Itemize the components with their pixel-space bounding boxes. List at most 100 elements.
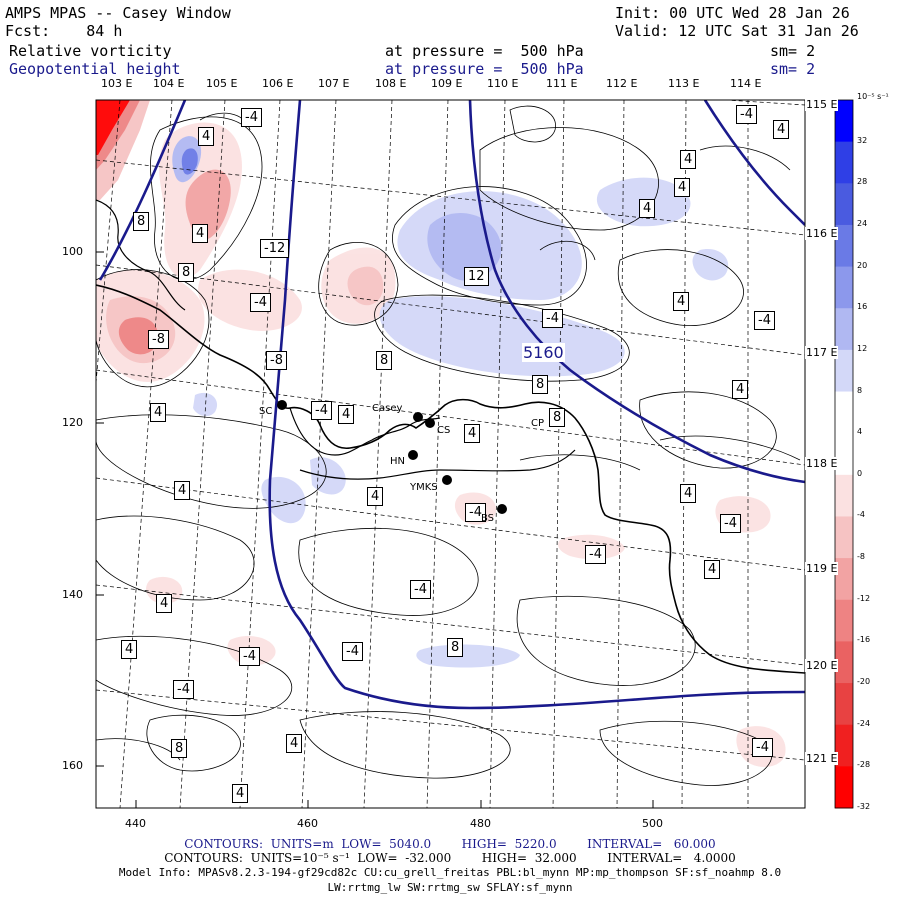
lon-label: 110 E [487,77,519,90]
colorbar-swatch [835,141,853,184]
field-geopotential: Geopotential height [9,60,181,78]
vorticity-contours [96,105,801,786]
contour-value-label: 4 [198,127,215,146]
contour-value-label: -8 [266,351,287,370]
colorbar [835,100,853,809]
contour-value-label: -4 [241,108,262,127]
lat-label: 117 E [805,346,839,359]
colorbar-swatch [835,183,853,226]
coastline [96,284,805,674]
station-label-cs: CS [437,425,451,436]
contour-value-label: 4 [680,484,697,503]
lat-label: 121 E [805,752,839,765]
footer-model-info-2: LW:rrtmg_lw SW:rrtmg_sw SFLAY:sf_mynn [327,881,573,894]
colorbar-swatch [835,558,853,601]
colorbar-swatch [835,266,853,309]
contour-value-label: -8 [148,330,169,349]
smoothing-vorticity: sm= 2 [770,42,816,60]
colorbar-label: 28 [857,177,868,187]
lon-label: 112 E [606,77,638,90]
colorbar-label: 32 [857,135,868,145]
pressure-vorticity: at pressure = 500 hPa [385,42,584,60]
init-time: Init: 00 UTC Wed 28 Jan 26 [615,4,850,22]
lon-label: 113 E [668,77,700,90]
colorbar-swatch [835,224,853,268]
forecast-hour: Fcst: 84 h [5,22,123,40]
lon-label: 104 E [153,77,185,90]
x-tick-label: 500 [642,817,663,830]
colorbar-swatch [835,766,853,809]
lon-label: 114 E [730,77,762,90]
colorbar-swatch [835,391,853,434]
contour-value-label: 8 [133,212,150,231]
field-vorticity: Relative vorticity [9,42,172,60]
contour-value-label: -4 [410,580,431,599]
colorbar-swatch [835,433,853,476]
lon-label: 103 E [101,77,133,90]
contour-value-label: 4 [680,150,697,169]
contour-value-label: 4 [232,784,249,803]
contour-value-label: 8 [376,351,393,370]
lon-label: 106 E [262,77,294,90]
contour-value-label: 4 [367,487,384,506]
station-label-casey: Casey [372,403,403,414]
geopotential-label: 5160 [522,343,565,362]
lat-label: 118 E [805,457,839,470]
colorbar-swatch [835,516,853,559]
colorbar-label: 4 [857,427,863,437]
contour-value-label: -4 [342,642,363,661]
contour-value-label: 4 [286,734,303,753]
station-label-sc: SC [259,406,273,417]
axis-ticks [96,251,654,808]
contour-value-label: 8 [532,375,549,394]
lon-label: 111 E [546,77,578,90]
colorbar-label: -20 [857,677,871,687]
x-tick-label: 460 [297,817,318,830]
lon-label: 107 E [318,77,350,90]
colorbar-label: 0 [857,468,863,478]
contour-value-label: -4 [736,105,757,124]
y-tick-label: 140 [62,588,83,601]
colorbar-swatch [835,599,853,642]
x-tick-label: 480 [470,817,491,830]
contour-value-label: -12 [260,239,290,258]
station-label-cp: CP [531,418,545,429]
contour-value-label: -4 [720,514,741,533]
colorbar-unit: 10⁻⁵ s⁻¹ [857,92,889,101]
contour-value-label: -4 [754,311,775,330]
contour-value-label: 4 [673,292,690,311]
lat-label: 116 E [805,227,839,240]
colorbar-label: -8 [857,552,865,562]
contour-value-label: 4 [773,120,790,139]
lon-label: 109 E [431,77,463,90]
station-label-ymks: YMKS [410,482,438,493]
colorbar-swatch [835,349,853,393]
contour-value-label: -4 [239,647,260,666]
colorbar-label: 8 [857,385,863,395]
contour-value-label: 4 [704,560,721,579]
lat-label: 115 E [805,98,839,111]
contour-value-label: 4 [732,380,749,399]
contour-value-label: 4 [156,594,173,613]
contour-value-label: -4 [250,293,271,312]
topographic-ridge [96,199,186,311]
contour-value-label: 4 [639,199,656,218]
colorbar-label: -24 [857,718,871,728]
lon-label: 108 E [375,77,407,90]
y-tick-label: 100 [62,245,83,258]
colorbar-label: 16 [857,302,868,312]
colorbar-label: 12 [857,343,868,353]
lat-label: 119 E [805,562,839,575]
geopotential-contours [98,100,805,710]
contour-value-label: 8 [447,638,464,657]
contour-value-label: 8 [171,739,188,758]
colorbar-swatch [835,683,853,726]
valid-time: Valid: 12 UTC Sat 31 Jan 26 [615,22,859,40]
contour-value-label: 8 [178,263,195,282]
pressure-geopotential: at pressure = 500 hPa [385,60,584,78]
model-title: AMPS MPAS -- Casey Window [5,4,231,22]
footer-contours-vorticity: CONTOURS: UNITS=10⁻⁵ s⁻¹ LOW= -32.000 HI… [164,851,736,865]
contour-value-label: -4 [542,309,563,328]
contour-value-label: -4 [311,401,332,420]
